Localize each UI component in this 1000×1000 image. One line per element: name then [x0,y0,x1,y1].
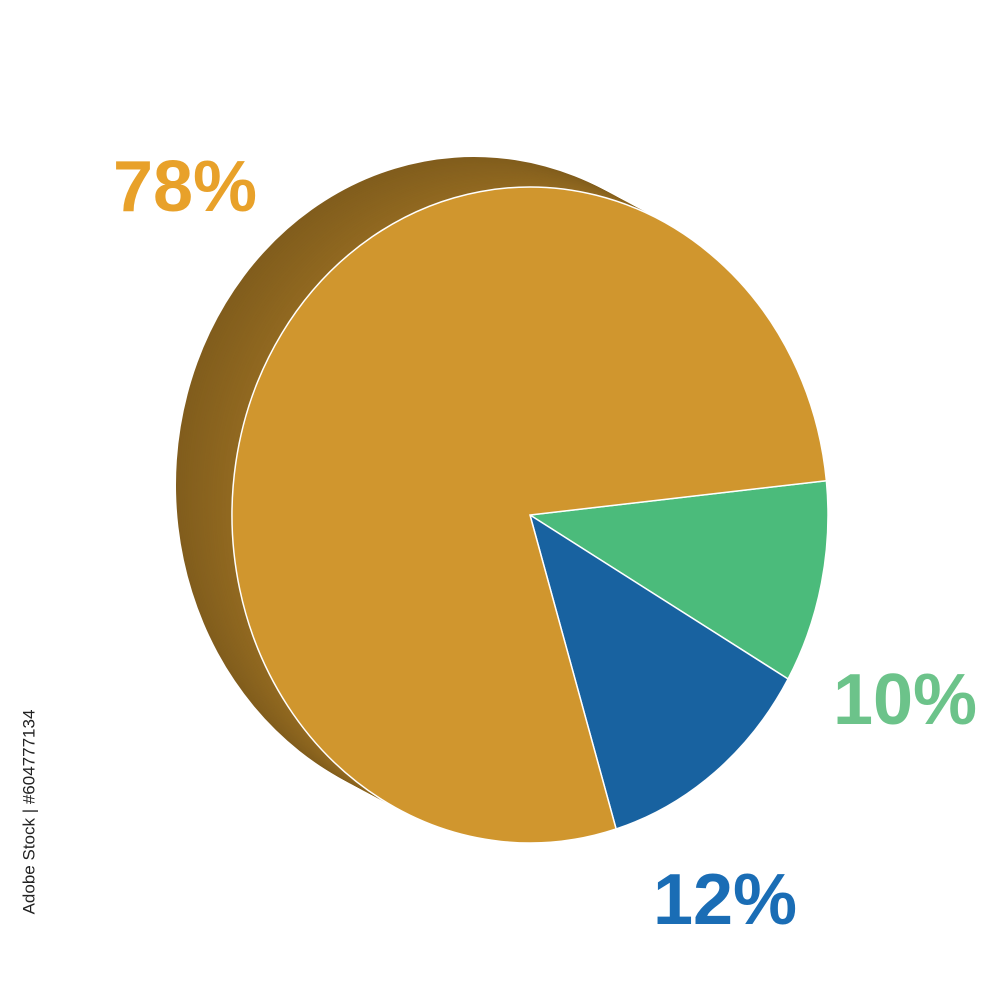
value-label: 12% [653,860,797,940]
slice [528,513,790,830]
value-label: 78% [113,147,257,227]
slice [231,186,828,844]
value-label: 10% [833,660,977,740]
source-note: Adobe Stock | #604777134 [19,710,38,915]
slice [527,479,829,681]
